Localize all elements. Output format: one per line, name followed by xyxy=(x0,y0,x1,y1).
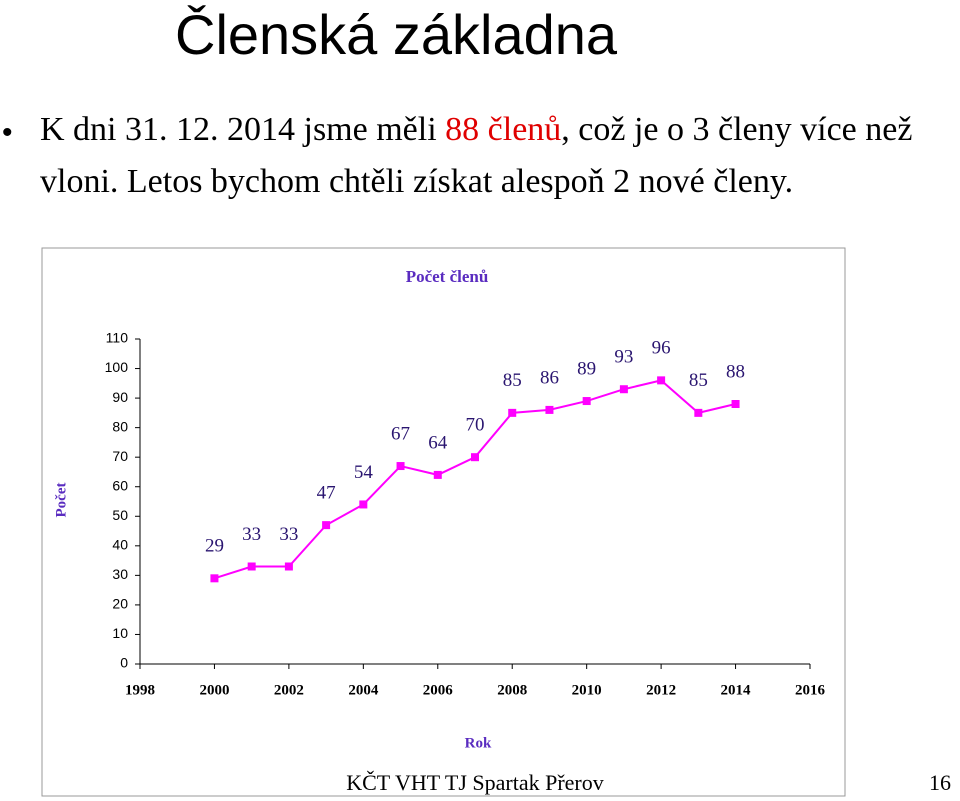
x-tick-label: 2012 xyxy=(646,682,676,698)
point xyxy=(247,562,256,571)
data-label: 64 xyxy=(428,432,448,453)
y-tick-label: 10 xyxy=(112,625,128,641)
highlight: 88 členů xyxy=(445,111,562,148)
slide-title: Členská základna xyxy=(175,3,618,66)
point xyxy=(359,500,368,509)
y-tick-label: 110 xyxy=(106,330,129,346)
chart-title: Počet členů xyxy=(406,267,489,286)
point xyxy=(396,462,405,471)
point xyxy=(508,408,517,417)
x-tick-label: 1998 xyxy=(125,682,155,698)
x-tick-label: 2006 xyxy=(423,682,454,698)
data-label: 54 xyxy=(354,462,374,483)
y-tick-label: 70 xyxy=(112,448,128,464)
data-label: 89 xyxy=(577,358,596,379)
y-tick-label: 0 xyxy=(120,655,128,671)
point xyxy=(657,376,666,385)
data-label: 33 xyxy=(242,524,261,545)
series-line xyxy=(214,379,736,580)
y-tick-label: 60 xyxy=(112,477,128,493)
text: , což je o 3 členy více než vloni. Letos… xyxy=(40,111,913,200)
footer: KČT VHT TJ Spartak Přerov xyxy=(346,770,603,795)
point xyxy=(545,405,554,414)
x-tick-label: 2016 xyxy=(795,682,826,698)
y-tick-label: 50 xyxy=(112,507,128,523)
data-label: 47 xyxy=(317,482,336,503)
point xyxy=(433,470,442,479)
x-tick-label: 2008 xyxy=(497,682,527,698)
page-number: 16 xyxy=(929,770,951,795)
y-tick-label: 100 xyxy=(105,359,129,375)
data-label: 33 xyxy=(279,524,298,545)
chart-frame xyxy=(41,247,846,797)
y-axis-label: Počet xyxy=(53,483,69,518)
y-tick-label: 90 xyxy=(112,389,128,405)
bullet-dot: • xyxy=(2,116,13,149)
data-label: 86 xyxy=(540,367,559,388)
data-label: 88 xyxy=(726,361,745,382)
x-axis-label: Rok xyxy=(465,735,492,751)
data-label: 96 xyxy=(652,338,671,359)
data-label: 70 xyxy=(466,415,485,436)
x-tick-label: 2000 xyxy=(199,682,229,698)
point xyxy=(471,453,479,462)
bullet-text: K dni 31. 12. 2014 jsme měli 88 členů, c… xyxy=(40,104,960,208)
y-tick-label: 20 xyxy=(112,596,128,612)
point xyxy=(322,521,331,530)
y-tick-label: 30 xyxy=(112,566,128,582)
point xyxy=(731,400,740,408)
y-tick-label: 40 xyxy=(112,537,128,553)
point xyxy=(210,574,219,583)
x-tick-label: 2002 xyxy=(274,682,304,698)
x-tick-label: 2014 xyxy=(721,682,752,698)
y-tick-label: 80 xyxy=(112,418,128,434)
point xyxy=(284,562,293,571)
data-label: 29 xyxy=(205,536,224,557)
point xyxy=(619,385,628,394)
point xyxy=(694,408,703,417)
text: K dni 31. 12. 2014 jsme měli xyxy=(40,111,446,148)
point xyxy=(582,397,591,406)
data-label: 93 xyxy=(614,347,633,368)
x-tick-label: 2004 xyxy=(348,682,379,698)
data-label: 85 xyxy=(689,370,708,391)
x-tick-label: 2010 xyxy=(572,682,602,698)
data-label: 85 xyxy=(503,370,522,391)
data-label: 67 xyxy=(391,423,410,444)
